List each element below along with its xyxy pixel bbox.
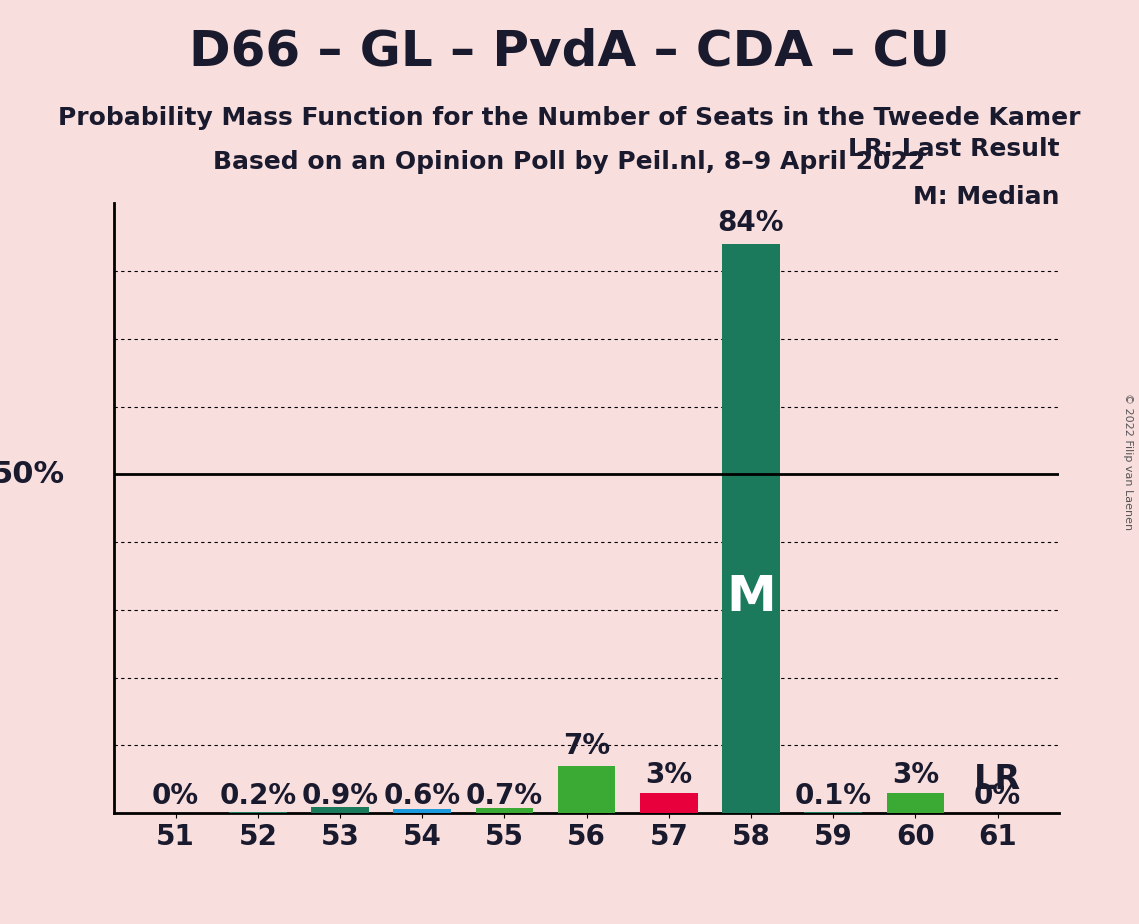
- Text: 0%: 0%: [974, 782, 1022, 809]
- Text: M: Median: M: Median: [912, 186, 1059, 210]
- Text: 50%: 50%: [0, 460, 65, 489]
- Bar: [558, 766, 615, 813]
- Text: 84%: 84%: [718, 209, 785, 237]
- Bar: [722, 244, 780, 813]
- Text: Probability Mass Function for the Number of Seats in the Tweede Kamer: Probability Mass Function for the Number…: [58, 106, 1081, 130]
- Text: © 2022 Filip van Laenen: © 2022 Filip van Laenen: [1123, 394, 1133, 530]
- Bar: [886, 793, 944, 813]
- Text: 0.6%: 0.6%: [384, 782, 461, 809]
- Text: 0.1%: 0.1%: [795, 782, 871, 809]
- Text: 3%: 3%: [892, 761, 939, 789]
- Text: 7%: 7%: [563, 732, 611, 760]
- Bar: [476, 808, 533, 813]
- Text: 0.2%: 0.2%: [219, 782, 296, 809]
- Bar: [229, 812, 287, 813]
- Text: LR: Last Result: LR: Last Result: [847, 137, 1059, 161]
- Text: D66 – GL – PvdA – CDA – CU: D66 – GL – PvdA – CDA – CU: [189, 28, 950, 76]
- Bar: [640, 793, 697, 813]
- Text: 0%: 0%: [151, 782, 199, 809]
- Bar: [393, 809, 451, 813]
- Text: 3%: 3%: [645, 761, 693, 789]
- Text: Based on an Opinion Poll by Peil.nl, 8–9 April 2022: Based on an Opinion Poll by Peil.nl, 8–9…: [213, 150, 926, 174]
- Text: 0.7%: 0.7%: [466, 782, 543, 809]
- Bar: [311, 807, 369, 813]
- Text: M: M: [727, 573, 776, 621]
- Text: 0.9%: 0.9%: [302, 782, 378, 809]
- Text: LR: LR: [974, 763, 1022, 796]
